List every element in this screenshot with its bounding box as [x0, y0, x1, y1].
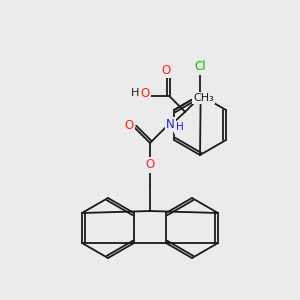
Text: O: O [125, 119, 134, 132]
Text: CH₃: CH₃ [193, 93, 214, 103]
Text: O: O [161, 64, 170, 77]
Text: O: O [140, 87, 149, 100]
Text: H: H [176, 122, 183, 132]
Text: O: O [146, 158, 154, 172]
Text: H: H [131, 88, 140, 98]
Text: Cl: Cl [194, 61, 206, 74]
Text: N: N [166, 118, 175, 131]
